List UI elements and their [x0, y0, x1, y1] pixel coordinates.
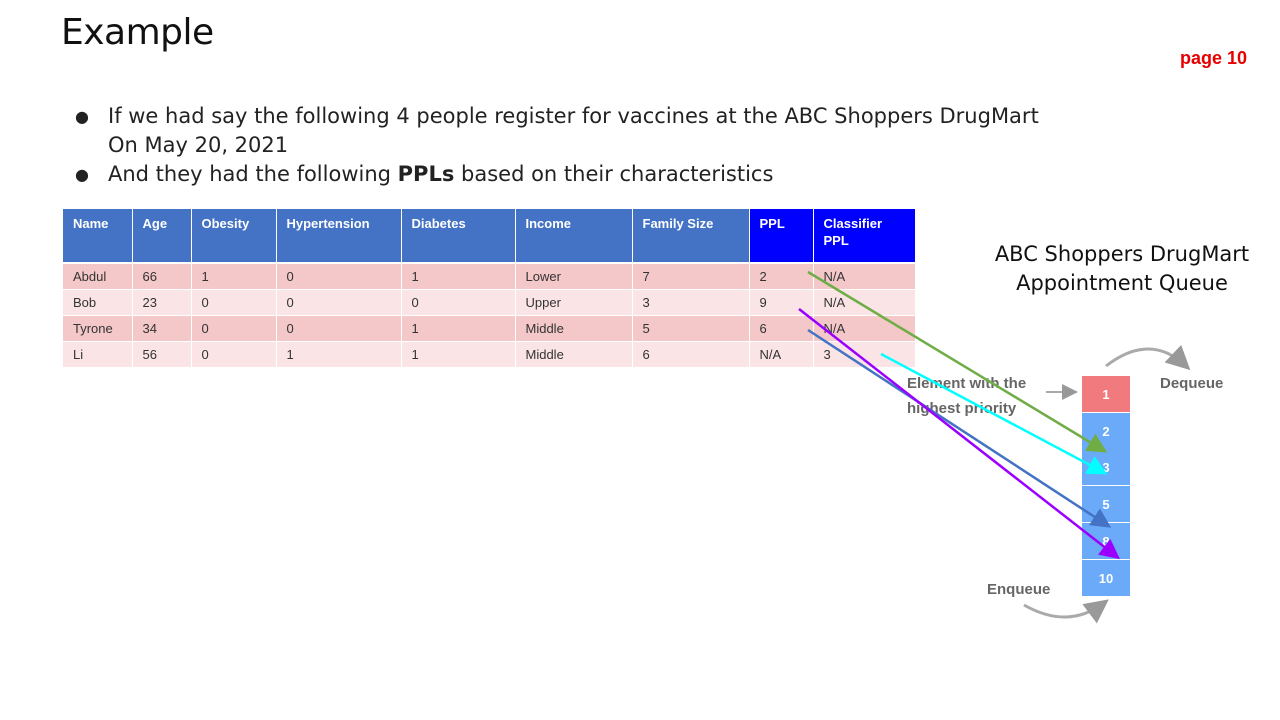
bullet-text-bold: PPLs [397, 162, 455, 186]
slide-title: Example [61, 12, 214, 53]
table-cell: Tyrone [63, 315, 133, 342]
table-cell: 0 [191, 341, 277, 368]
table-header-row: Name Age Obesity Hypertension Diabetes I… [63, 209, 916, 264]
table-cell: 34 [132, 315, 192, 342]
queue-title: ABC Shoppers DrugMart Appointment Queue [994, 242, 1250, 295]
arrow-tyrone-to-5 [807, 328, 1112, 528]
arrow-bob-to-8 [798, 308, 1120, 560]
bullet-text-pre: And they had the following [108, 162, 398, 186]
arrow-li-to-3 [880, 352, 1108, 475]
page-number: page 10 [1180, 48, 1248, 68]
table-cell: 1 [276, 341, 402, 368]
table-cell: 0 [401, 289, 516, 316]
column-header: Diabetes [401, 209, 516, 264]
table-cell: 66 [132, 263, 192, 290]
column-header: Family Size [632, 209, 750, 264]
table-cell: 7 [632, 263, 750, 290]
bullet-text-post: based on their characteristics [454, 162, 774, 186]
enqueue-arrow-icon [1023, 599, 1109, 624]
table-cell: N/A [813, 315, 916, 342]
dequeue-label: Dequeue [1160, 375, 1224, 392]
column-header: Hypertension [276, 209, 402, 264]
queue-cell: 1 [1082, 376, 1130, 413]
table-cell: 0 [276, 289, 402, 316]
bullet-text: If we had say the following 4 people reg… [108, 104, 1039, 157]
bullet-list: ● If we had say the following 4 people r… [75, 102, 1055, 189]
table-cell: 5 [632, 315, 750, 342]
table-cell: 1 [401, 341, 516, 368]
table-cell: 9 [749, 289, 814, 316]
table-row: Abdul 66 1 0 1 Lower 7 2 N/A [63, 263, 916, 290]
table-cell: 1 [401, 315, 516, 342]
table-cell: 56 [132, 341, 192, 368]
enqueue-label: Enqueue [987, 581, 1051, 598]
column-header: Obesity [191, 209, 277, 264]
column-header: Name [63, 209, 133, 264]
table-cell: Middle [515, 341, 633, 368]
bullet-item: ● If we had say the following 4 people r… [75, 102, 1055, 160]
table-row: Tyrone 34 0 0 1 Middle 5 6 N/A [63, 315, 916, 342]
table-cell: 1 [401, 263, 516, 290]
table-cell: Upper [515, 289, 633, 316]
table-cell: Li [63, 341, 133, 368]
table-cell: 23 [132, 289, 192, 316]
column-header: Classifier PPL [813, 209, 916, 264]
patients-table: Name Age Obesity Hypertension Diabetes I… [63, 209, 916, 368]
table-cell: Abdul [63, 263, 133, 290]
table-cell: 0 [276, 263, 402, 290]
table-cell: N/A [813, 263, 916, 290]
table-row: Bob 23 0 0 0 Upper 3 9 N/A [63, 289, 916, 316]
table-row: Li 56 0 1 1 Middle 6 N/A 3 [63, 341, 916, 368]
table-cell: 6 [749, 315, 814, 342]
dequeue-arrow-icon [1105, 344, 1191, 371]
table-cell: N/A [813, 289, 916, 316]
table-cell: 6 [632, 341, 750, 368]
arrow-abdul-to-2 [807, 270, 1108, 453]
table-cell: 3 [632, 289, 750, 316]
table-cell: 2 [749, 263, 814, 290]
column-header: Income [515, 209, 633, 264]
table-cell: Bob [63, 289, 133, 316]
table-cell: 0 [191, 289, 277, 316]
table-cell: 1 [191, 263, 277, 290]
table-cell: 0 [276, 315, 402, 342]
queue-cell: 10 [1082, 560, 1130, 597]
table-cell: 0 [191, 315, 277, 342]
column-header: PPL [749, 209, 814, 264]
table-cell: N/A [749, 341, 814, 368]
bullet-dot-icon: ● [75, 107, 89, 126]
column-header: Age [132, 209, 192, 264]
table-cell: Lower [515, 263, 633, 290]
table-cell: Middle [515, 315, 633, 342]
bullet-dot-icon: ● [75, 165, 89, 184]
bullet-item: ● And they had the following PPLs based … [75, 160, 1055, 189]
